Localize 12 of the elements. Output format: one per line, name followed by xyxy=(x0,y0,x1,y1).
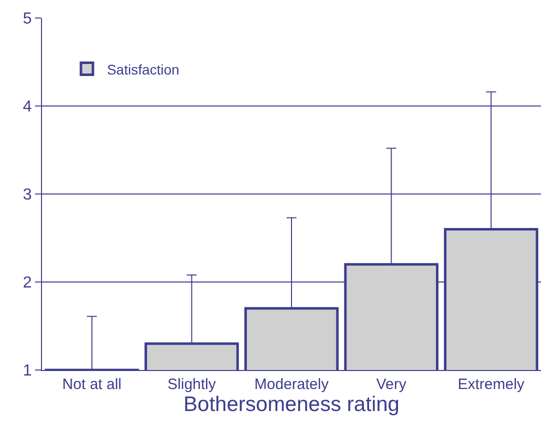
y-tick-label: 2 xyxy=(22,274,32,292)
y-tick-label: 3 xyxy=(22,186,32,204)
x-tick-label: Not at all xyxy=(62,376,122,393)
x-tick-label: Very xyxy=(376,376,407,393)
legend-label: Satisfaction xyxy=(106,61,180,78)
x-axis-title: Bothersomeness rating xyxy=(184,393,400,416)
x-tick-label: Extremely xyxy=(458,376,525,393)
y-tick-label: 5 xyxy=(22,10,32,28)
x-tick-label: Moderately xyxy=(254,376,330,393)
x-tick-label: Slightly xyxy=(168,376,216,393)
y-tick-label: 1 xyxy=(22,362,32,380)
y-tick-label: 4 xyxy=(22,98,32,116)
